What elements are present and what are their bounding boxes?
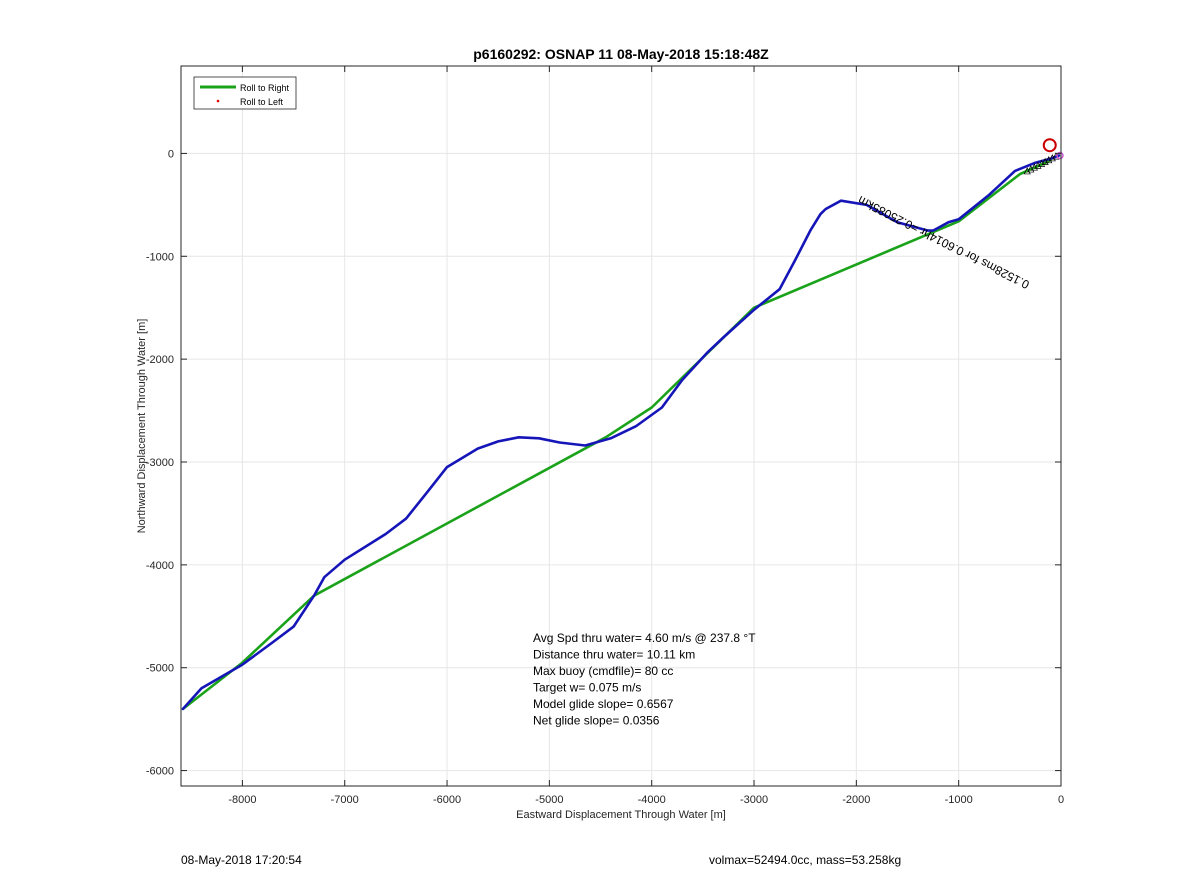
x-axis-label: Eastward Displacement Through Water [m] (516, 809, 726, 821)
y-tick-label: 0 (168, 148, 174, 160)
stats-annotations: Avg Spd thru water= 4.60 m/s @ 237.8 °T D… (533, 631, 756, 728)
y-axis-label: Northward Displacement Through Water [m] (136, 319, 148, 534)
stats-line: Max buoy (cmdfile)= 80 cc (533, 664, 673, 678)
start-marker (1042, 138, 1057, 153)
x-tick-label: -8000 (228, 794, 256, 806)
legend-roll-right-label: Roll to Right (240, 83, 290, 93)
legend-box (193, 76, 297, 110)
stats-line: Model glide slope= 0.6567 (533, 697, 674, 711)
legend-roll-left-swatch (216, 99, 220, 103)
y-tick-label: -5000 (146, 663, 174, 675)
legend-roll-left-label: Roll to Left (240, 97, 284, 107)
stats-line: Avg Spd thru water= 4.60 m/s @ 237.8 °T (533, 631, 756, 645)
footer-timestamp: 08-May-2018 17:20:54 (181, 853, 302, 867)
plot-frame (180, 65, 1062, 787)
x-tick-label: -7000 (331, 794, 359, 806)
x-tick-label: -5000 (535, 794, 563, 806)
x-tick-label: -2000 (842, 794, 870, 806)
y-tick-label: -3000 (146, 457, 174, 469)
footer-mass-info: volmax=52494.0cc, mass=53.258kg (709, 853, 902, 867)
stats-line: Net glide slope= 0.0356 (533, 714, 660, 728)
x-tick-label: -6000 (433, 794, 461, 806)
stats-line: Target w= 0.075 m/s (533, 681, 641, 695)
x-tick-label: -1000 (945, 794, 973, 806)
y-tick-label: -4000 (146, 560, 174, 572)
chart-title: p6160292: OSNAP 11 08-May-2018 15:18:48Z (473, 46, 769, 62)
x-tick-label: -3000 (740, 794, 768, 806)
legend: Roll to Right Roll to Left (193, 76, 297, 110)
ticks: -8000 -7000 -6000 -5000 -4000 -3000 -2000 -1000… (146, 66, 1064, 806)
stats-line: Distance thru water= 10.11 km (533, 648, 695, 662)
y-tick-label: -6000 (146, 766, 174, 778)
end-marker (1056, 151, 1064, 160)
x-tick-label: 0 (1058, 794, 1064, 806)
y-tick-label: -1000 (146, 251, 174, 263)
x-tick-label: -4000 (638, 794, 666, 806)
y-tick-label: -2000 (146, 354, 174, 366)
glider-track-line (181, 154, 1061, 711)
